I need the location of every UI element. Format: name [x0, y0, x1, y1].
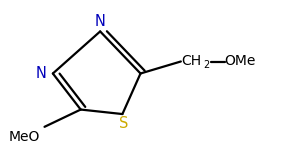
Text: 2: 2 [203, 60, 210, 70]
Text: OMe: OMe [224, 54, 255, 68]
Text: MeO: MeO [8, 130, 40, 144]
Text: N: N [36, 66, 46, 81]
Text: CH: CH [182, 54, 202, 68]
Text: N: N [95, 14, 106, 29]
Text: S: S [119, 116, 128, 131]
